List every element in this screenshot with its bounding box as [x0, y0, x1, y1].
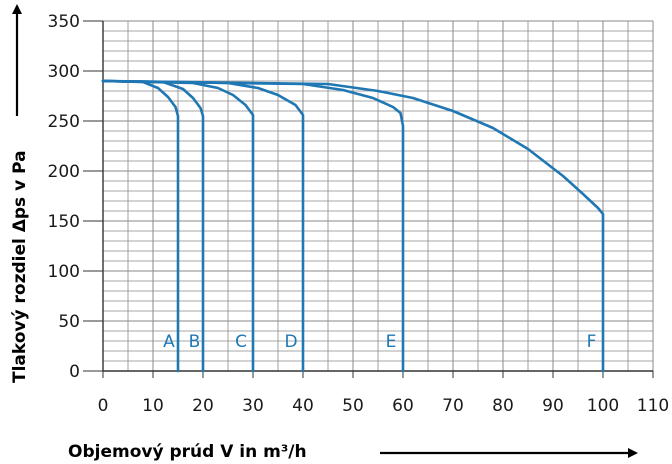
- y-tick-label: 350: [48, 12, 80, 32]
- y-tick-label: 100: [48, 262, 80, 282]
- x-tick-label: 50: [342, 396, 364, 416]
- x-tick-label: 0: [98, 396, 109, 416]
- y-axis-title: Tlakový rozdiel Δps v Pa: [10, 150, 30, 383]
- x-tick-label: 40: [292, 396, 314, 416]
- curve-label-e: E: [386, 332, 397, 352]
- y-tick-label: 50: [58, 312, 80, 332]
- y-tick-label: 300: [48, 62, 80, 82]
- curve-label-a: A: [163, 332, 175, 352]
- curves: [101, 79, 605, 373]
- x-tick-label: 20: [192, 396, 214, 416]
- curve-a: [101, 79, 180, 373]
- x-tick-label: 110: [637, 396, 669, 416]
- x-tick-label: 80: [492, 396, 514, 416]
- x-axis-title: Objemový prúd V in m³/h: [68, 442, 307, 462]
- y-tick-label: 150: [48, 212, 80, 232]
- curve-label-b: B: [189, 332, 201, 352]
- x-tick-label: 60: [392, 396, 414, 416]
- curve-label-d: D: [284, 332, 297, 352]
- x-tick-label: 30: [242, 396, 264, 416]
- y-tick-label: 0: [69, 362, 80, 382]
- y-tick-label: 200: [48, 162, 80, 182]
- x-tick-label: 70: [442, 396, 464, 416]
- axes: [83, 20, 654, 378]
- grid: [102, 20, 654, 372]
- curve-f: [101, 79, 605, 373]
- curve-label-f: F: [587, 332, 597, 352]
- x-tick-label: 90: [542, 396, 564, 416]
- curve-label-c: C: [235, 332, 247, 352]
- tick-labels: 0 10 20 30 40 50 60 70 80 90 100 110 0 50 100 150 200 250…: [48, 12, 670, 416]
- y-tick-label: 250: [48, 112, 80, 132]
- x-tick-label: 10: [142, 396, 164, 416]
- x-tick-label: 100: [587, 396, 619, 416]
